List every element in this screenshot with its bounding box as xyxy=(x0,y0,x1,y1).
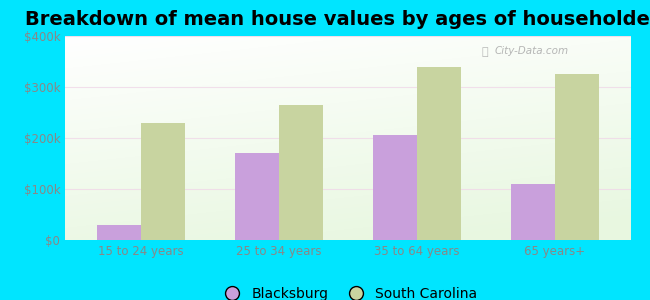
Text: ⓘ: ⓘ xyxy=(482,47,488,57)
Bar xyxy=(279,105,323,240)
Bar xyxy=(235,153,279,240)
Bar xyxy=(510,184,554,240)
Legend: Blacksburg, South Carolina: Blacksburg, South Carolina xyxy=(213,281,483,300)
Bar xyxy=(372,135,417,240)
Bar xyxy=(417,67,461,240)
Title: Breakdown of mean house values by ages of householders: Breakdown of mean house values by ages o… xyxy=(25,10,650,29)
Text: City-Data.com: City-Data.com xyxy=(495,46,569,56)
Bar xyxy=(97,225,141,240)
Bar xyxy=(141,123,185,240)
Bar xyxy=(554,74,599,240)
